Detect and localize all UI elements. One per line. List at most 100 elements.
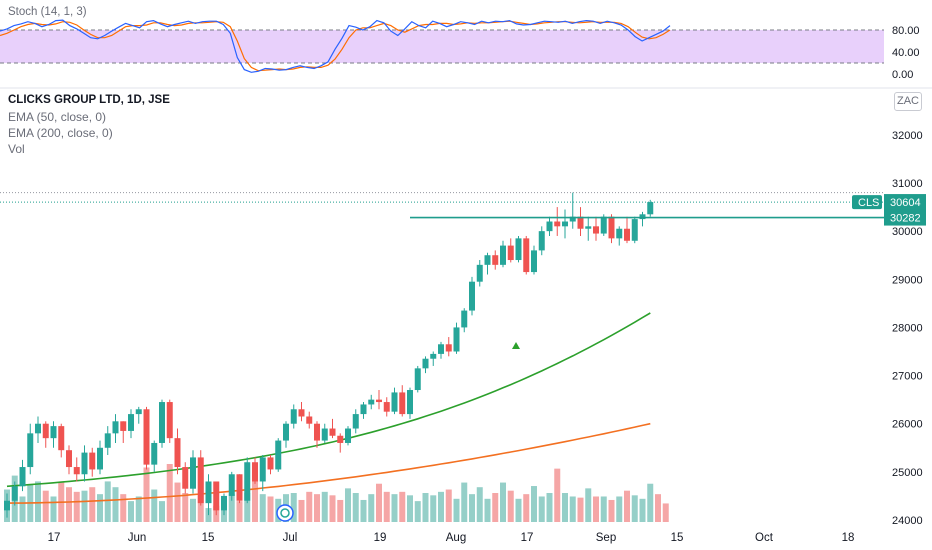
volume-bar — [66, 487, 72, 522]
candle-body — [190, 457, 196, 489]
volume-bar — [500, 482, 506, 522]
candle-body — [391, 392, 398, 412]
volume-bar — [81, 490, 88, 522]
candle-body — [197, 457, 204, 504]
candle — [81, 445, 88, 482]
volume-bar — [376, 483, 382, 522]
volume-bar — [298, 499, 305, 522]
candle — [321, 423, 328, 443]
candle — [438, 341, 444, 359]
volume-bar — [631, 495, 638, 522]
time-axis[interactable]: 17 Jun 15 Jul 19 Aug 17 Sep 15 Oct 18 — [48, 532, 855, 544]
currency-badge[interactable]: ZAC — [894, 92, 922, 111]
price-tick-label: 24000 — [892, 515, 923, 527]
candle-body — [569, 216, 576, 222]
candle-body — [593, 226, 599, 234]
time-tick-label: Oct — [755, 532, 774, 544]
candle-body — [97, 447, 103, 470]
candle-body — [35, 423, 41, 434]
volume-bar — [554, 468, 561, 522]
candle-body — [236, 474, 243, 501]
volume-bar — [476, 487, 483, 522]
stochastic-legend[interactable]: Stoch (14, 1, 3) — [8, 6, 87, 18]
candle-body — [585, 226, 592, 229]
candle — [166, 399, 173, 443]
candle — [104, 426, 111, 456]
candle-body — [205, 481, 212, 504]
candle-body — [19, 467, 26, 487]
candle-body — [368, 399, 375, 405]
candle-body — [112, 421, 119, 434]
candle — [112, 414, 119, 443]
time-tick-label: 19 — [374, 532, 387, 544]
candle — [376, 390, 382, 410]
candle — [4, 493, 10, 518]
signal-triangle — [512, 342, 520, 349]
ema200-legend[interactable]: EMA (200, close, 0) — [8, 126, 113, 140]
candle — [453, 322, 460, 354]
candle — [515, 235, 522, 263]
volume-bar — [321, 491, 328, 522]
candle — [461, 308, 468, 333]
ema50-legend[interactable]: EMA (50, close, 0) — [8, 110, 107, 124]
volume-bar — [414, 501, 421, 522]
candle-body — [321, 428, 328, 441]
volume-bar — [89, 487, 96, 522]
stoch-tick-label: 80.00 — [892, 25, 920, 37]
volume-bar — [461, 482, 468, 522]
candle-body — [27, 433, 34, 468]
volume-bar — [453, 498, 460, 522]
event-marker-icon — [276, 504, 294, 522]
candle-body — [228, 474, 235, 496]
candle-body — [11, 486, 18, 501]
volume-bar — [190, 498, 196, 522]
candle — [190, 450, 196, 494]
volume-bar — [182, 493, 189, 522]
candle-body — [383, 402, 390, 412]
volume-bar — [438, 491, 444, 522]
volume-bar — [73, 491, 80, 522]
candle — [244, 457, 251, 504]
candle-body — [166, 402, 173, 439]
candle — [298, 402, 305, 422]
candle — [35, 416, 41, 443]
candle — [414, 365, 421, 393]
candle-body — [531, 250, 537, 273]
candle — [554, 207, 561, 236]
volume-bar — [236, 501, 243, 522]
candle-body — [639, 214, 646, 220]
candle — [58, 423, 65, 458]
symbol-title[interactable]: CLICKS GROUP LTD, 1D, JSE — [8, 94, 170, 106]
candle — [422, 356, 429, 374]
volume-bar — [42, 490, 49, 522]
candle-body — [345, 428, 351, 443]
volume-bar — [515, 498, 522, 522]
price-axis[interactable]: 24000 25000 26000 27000 28000 29000 30000 31000… — [884, 130, 926, 527]
volume-bar — [337, 499, 344, 522]
candle-body — [538, 231, 545, 251]
candle-body — [414, 368, 421, 391]
candle — [608, 214, 615, 244]
volume-bar — [422, 493, 429, 522]
volume-bar — [430, 495, 437, 522]
volume-bar — [290, 493, 297, 522]
candle-body — [453, 327, 460, 352]
price-tick-label: 29000 — [892, 274, 923, 286]
last-price-value: 30604 — [890, 197, 921, 209]
candle-body — [58, 426, 65, 451]
volume-bar — [329, 495, 336, 522]
volume-legend[interactable]: Vol — [8, 142, 25, 156]
candle-body — [128, 414, 134, 431]
volume-bar — [259, 494, 266, 522]
candle-body — [500, 245, 506, 265]
candle-body — [577, 216, 584, 229]
volume-bar — [593, 496, 599, 522]
candle — [647, 199, 654, 217]
candle — [50, 421, 57, 448]
candle-body — [352, 414, 359, 429]
time-tick-label: Sep — [596, 532, 616, 544]
candle-body — [476, 264, 483, 282]
volume-bar — [507, 490, 514, 522]
volume-bar — [469, 494, 475, 522]
